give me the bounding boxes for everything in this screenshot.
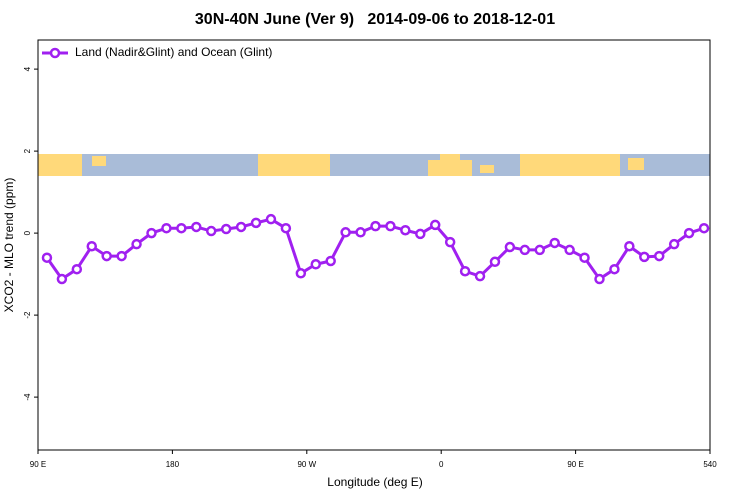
point [624,240,635,252]
point [205,225,217,237]
point [310,259,322,270]
point [161,222,172,234]
point [235,221,247,233]
x-tick-label: 540 [703,460,717,469]
point [325,255,336,267]
point [519,244,531,256]
point [653,250,665,262]
point [489,256,501,268]
point [549,237,560,249]
point [340,227,351,238]
chart-title: 30N-40N June (Ver 9) 2014-09-06 to 2018-… [195,11,555,28]
point [579,252,590,263]
point [86,240,98,252]
legend-marker [49,47,61,59]
point [668,238,680,250]
y-tick-label: 4 [23,66,32,71]
y-tick-label: -4 [23,393,32,401]
x-tick-label: 180 [166,460,180,469]
legend: Land (Nadir&Glint) and Ocean (Glint) [42,45,272,59]
y-tick-label: 2 [23,148,32,153]
point [429,219,441,231]
point [504,241,516,253]
point [101,250,112,262]
y-axis-label: XCO2 - MLO trend (ppm) [2,178,16,313]
point [176,222,187,234]
x-tick-label: 90 W [297,460,316,469]
plot-frame [37,39,711,451]
point [415,228,426,240]
point [385,220,396,232]
point [534,244,546,256]
point [459,265,471,277]
y-tick-label: 0 [23,230,32,235]
point [220,223,232,235]
point [71,263,83,275]
point [698,222,710,234]
point [41,252,53,263]
point [564,244,575,256]
y-tick-label: -2 [23,311,32,319]
point [355,227,366,238]
point [131,238,142,250]
point [265,213,277,225]
point [594,273,605,285]
point [280,222,292,234]
x-axis-label: Longitude (deg E) [327,475,422,489]
point [295,268,307,279]
point [250,217,262,229]
point [56,273,68,285]
x-tick-label: 90 E [567,460,583,469]
point [444,236,456,248]
point [683,227,695,239]
x-tick-label: 0 [439,460,444,469]
point [609,263,620,275]
point [400,224,411,236]
point [191,221,202,233]
point [116,250,127,262]
point [474,270,486,282]
point [370,220,381,232]
point [639,251,650,263]
x-tick-label: 90 E [30,460,46,469]
legend-label: Land (Nadir&Glint) and Ocean (Glint) [75,45,272,59]
land-ocean-strip [38,154,710,176]
point [146,227,157,239]
